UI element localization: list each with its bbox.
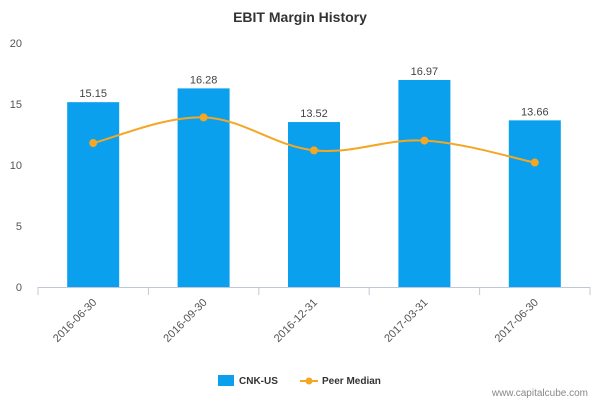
x-axis — [37, 287, 591, 295]
y-tick-label: 15 — [10, 99, 22, 111]
y-tick-label: 20 — [10, 38, 22, 50]
bar-data-label: 13.52 — [300, 108, 328, 120]
bar-data-label: 16.28 — [190, 74, 218, 86]
legend-label-peer-median: Peer Median — [322, 376, 381, 387]
watermark: www.capitalcube.com — [491, 388, 588, 399]
peer-median-point-2016-12-31 — [310, 146, 318, 155]
x-tick-label: 2016-09-30 — [161, 297, 209, 345]
y-tick-label: 5 — [16, 221, 22, 233]
legend-swatch-peer-median-dot — [305, 377, 313, 385]
legend-label-cnk-us: CNK-US — [239, 376, 278, 387]
bar-data-label: 13.66 — [521, 106, 549, 118]
bar-2017-06-30 — [508, 120, 561, 288]
x-tick-label: 2017-06-30 — [493, 297, 541, 345]
bar-series — [67, 79, 561, 288]
peer-median-point-2016-06-30 — [89, 139, 98, 148]
bar-2016-06-30 — [67, 102, 120, 287]
peer-median-point-2016-09-30 — [199, 113, 208, 122]
y-tick-label: 0 — [16, 282, 22, 294]
peer-median-series — [89, 113, 539, 167]
bar-data-label: 16.97 — [411, 66, 439, 78]
y-tick-label: 10 — [10, 160, 22, 172]
x-tick-label: 2017-03-31 — [382, 297, 430, 345]
bar-2017-03-31 — [398, 79, 451, 287]
legend-swatch-cnk-us — [218, 375, 234, 386]
x-axis-ticks: 2016-06-30 2016-09-30 2016-12-31 2017-03-31… — [51, 297, 541, 345]
bar-data-label: 15.15 — [79, 88, 107, 100]
legend: CNK-US Peer Median — [218, 375, 381, 387]
bar-data-labels: 15.15 16.28 13.52 16.97 13.66 — [79, 66, 548, 120]
x-tick-label: 2016-06-30 — [51, 297, 99, 345]
y-axis-ticks: 0 5 10 15 20 — [10, 38, 22, 294]
peer-median-point-2017-06-30 — [530, 158, 539, 167]
bar-2016-09-30 — [177, 88, 230, 287]
peer-median-point-2017-03-31 — [420, 136, 429, 145]
x-tick-label: 2016-12-31 — [272, 297, 320, 345]
chart-title: EBIT Margin History — [233, 9, 367, 25]
